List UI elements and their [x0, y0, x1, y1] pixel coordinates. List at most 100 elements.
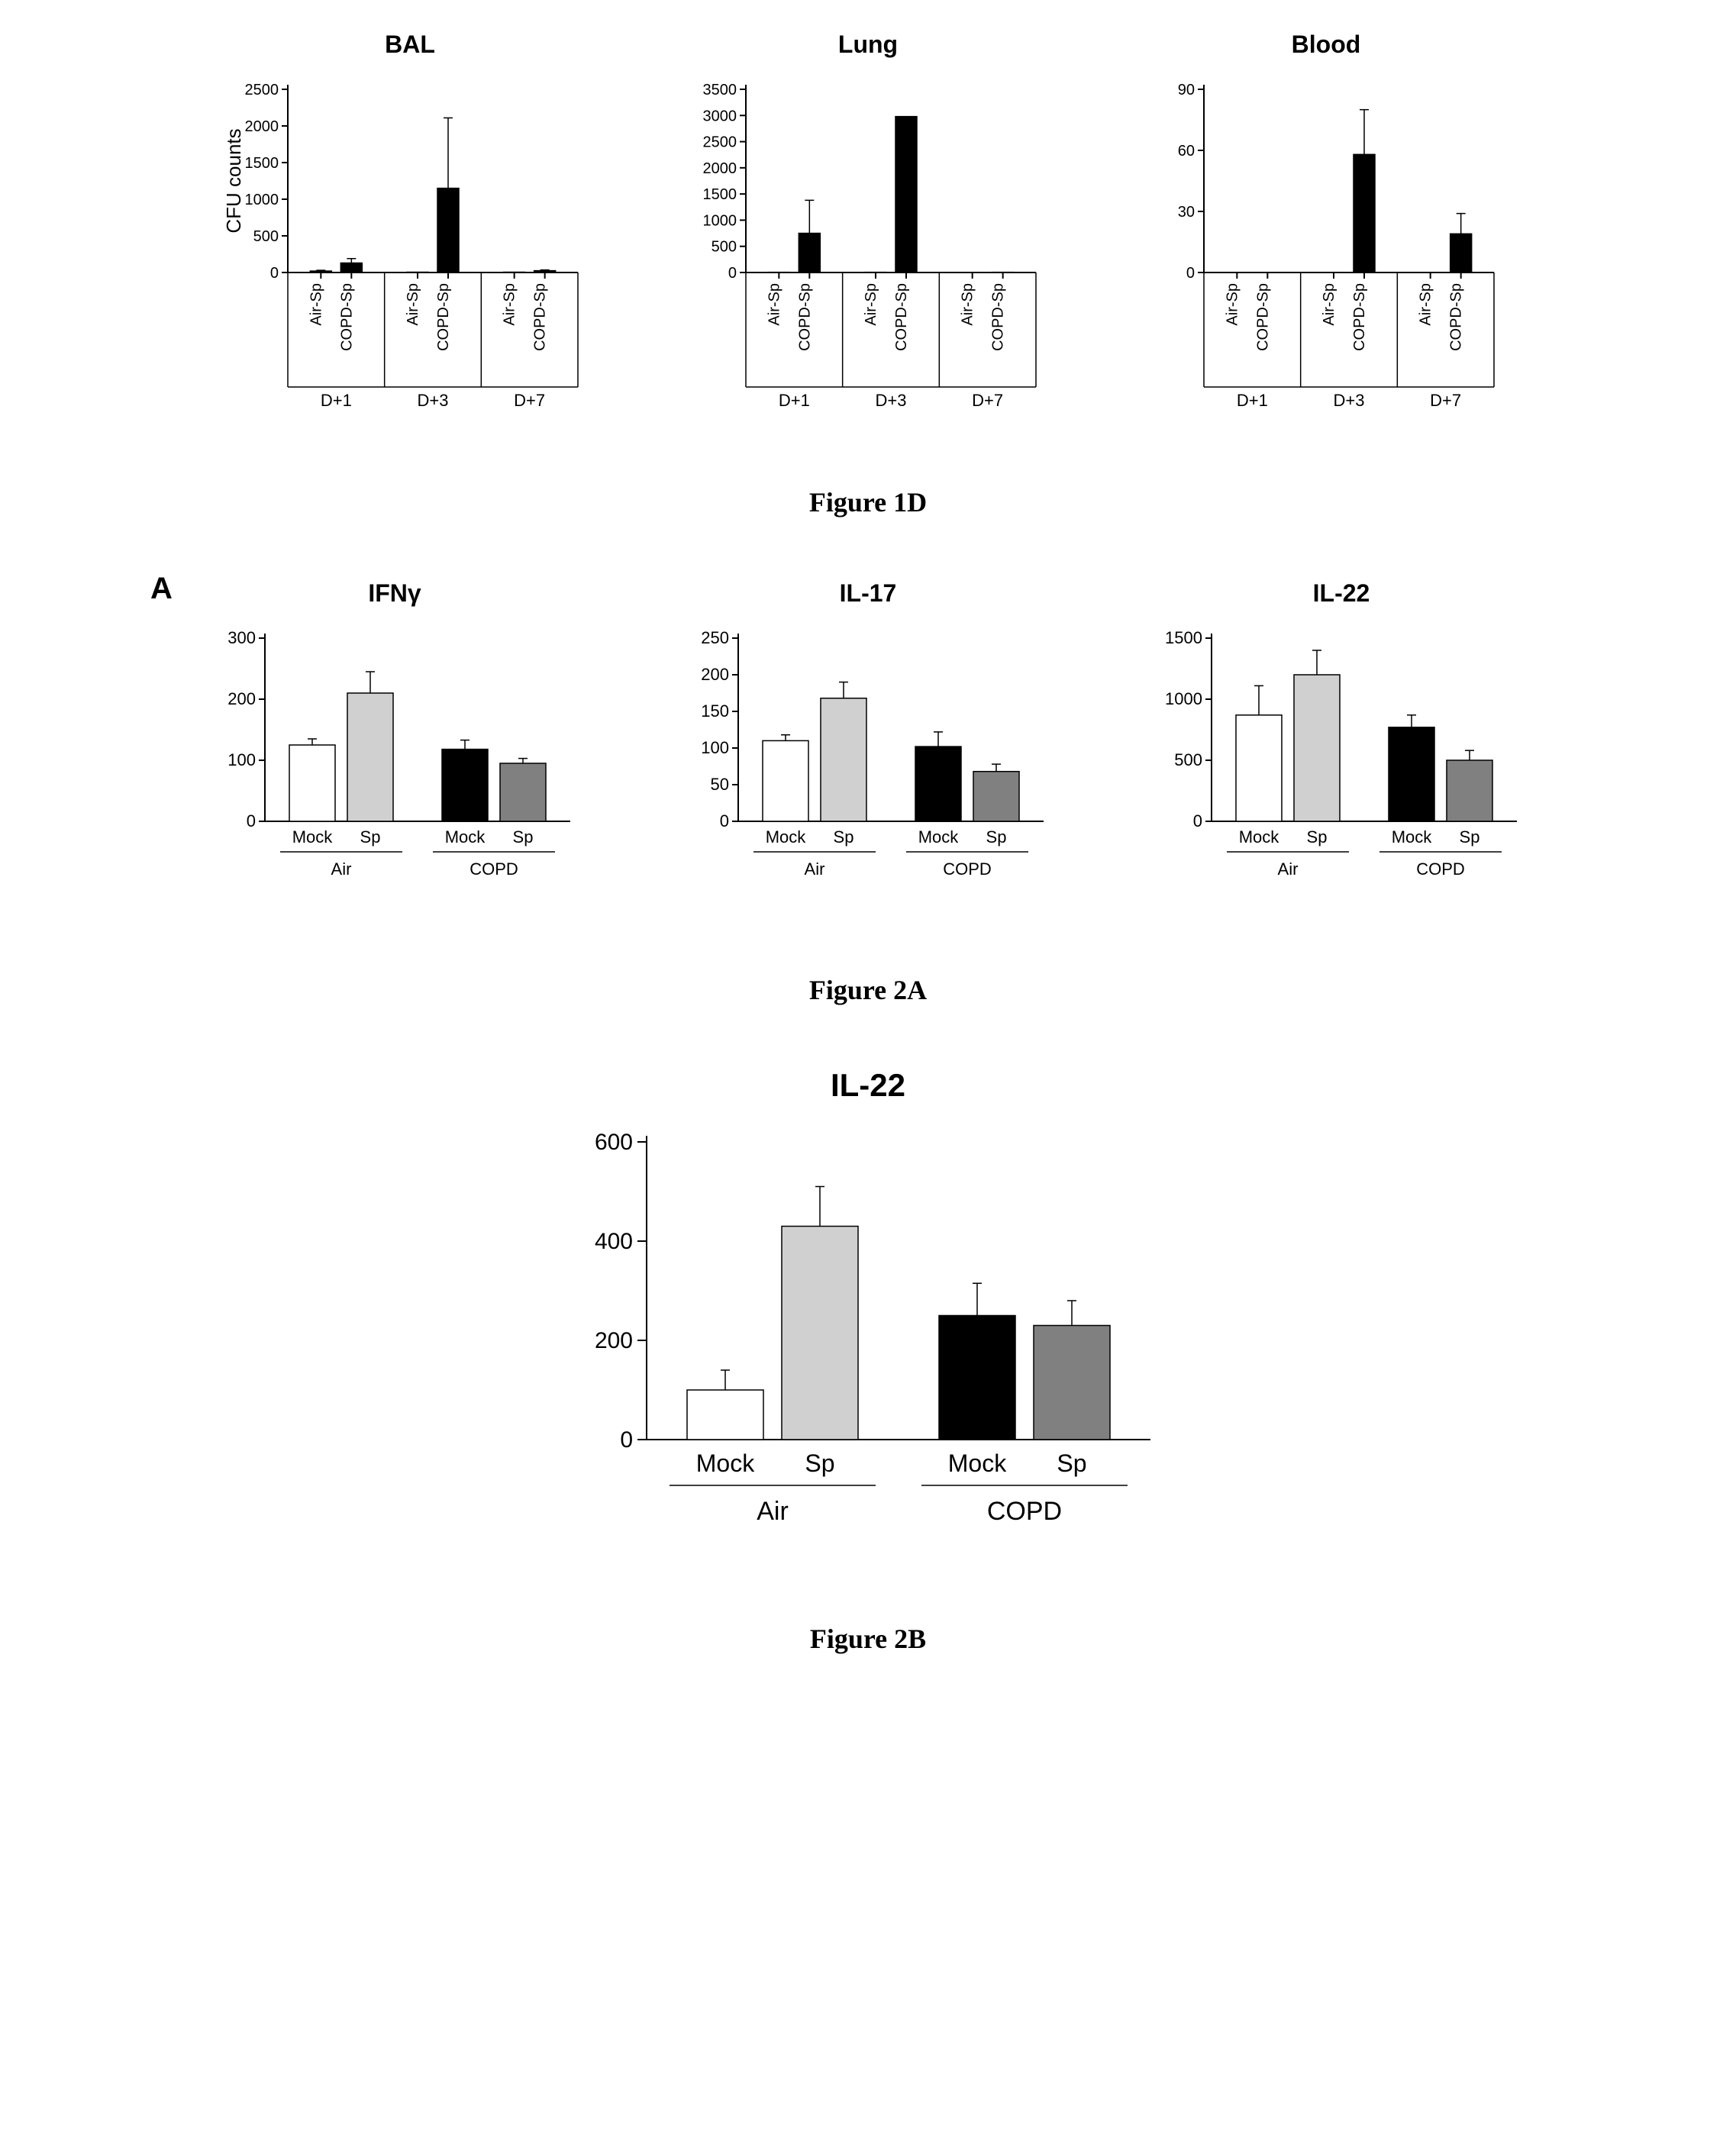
svg-text:0: 0	[620, 1427, 633, 1453]
svg-text:Air-Sp: Air-Sp	[1418, 283, 1434, 326]
fig1d-chart-lung: Lung0500100015002000250030003500Air-SpCO…	[685, 31, 1051, 456]
svg-text:Air-Sp: Air-Sp	[308, 283, 324, 326]
svg-text:250: 250	[701, 628, 729, 647]
svg-text:0: 0	[720, 811, 729, 830]
svg-text:Mock: Mock	[1392, 827, 1433, 846]
svg-text:3000: 3000	[703, 108, 737, 124]
fig2a-chart-1: IL-17 0 50 100 150 200 250 Mock Sp Air Mock Sp COPD	[677, 579, 1059, 943]
svg-text:2500: 2500	[245, 82, 279, 98]
fig2a-chart-2: IL-22 0 500 1000 1500 Mock Sp Air Mock Sp COPD	[1150, 579, 1532, 943]
svg-text:1500: 1500	[1165, 628, 1202, 647]
svg-text:Mock: Mock	[292, 827, 334, 846]
svg-text:Air-Sp: Air-Sp	[863, 283, 879, 326]
figure-1d-caption: Figure 1D	[15, 486, 1721, 518]
fig2a-chart-0: AIFNγ0100200300MockSpAirMockSpCOPD	[204, 579, 586, 943]
svg-text:Air: Air	[757, 1497, 789, 1526]
svg-text:Air: Air	[331, 859, 352, 879]
svg-text:COPD-Sp: COPD-Sp	[532, 283, 549, 351]
svg-text:Mock: Mock	[766, 827, 807, 846]
svg-text:Mock: Mock	[948, 1450, 1007, 1477]
svg-text:COPD: COPD	[987, 1497, 1062, 1526]
svg-text:Sp: Sp	[1460, 827, 1480, 846]
figure-2b-caption: Figure 2B	[15, 1623, 1721, 1655]
svg-text:Air-Sp: Air-Sp	[960, 283, 976, 326]
svg-text:D+1: D+1	[321, 391, 352, 410]
svg-text:D+7: D+7	[514, 391, 545, 410]
svg-text:COPD-Sp: COPD-Sp	[893, 283, 910, 351]
svg-text:200: 200	[595, 1328, 633, 1353]
fig1d-chart-bal: BAL05001000150020002500CFU countsAir-SpC…	[227, 31, 593, 456]
svg-text:0: 0	[1186, 265, 1195, 282]
svg-text:Mock: Mock	[445, 827, 486, 846]
svg-text:COPD-Sp: COPD-Sp	[796, 283, 813, 351]
svg-text:1500: 1500	[245, 155, 279, 172]
svg-text:Air-Sp: Air-Sp	[502, 283, 518, 326]
svg-text:2000: 2000	[245, 118, 279, 135]
svg-text:D+7: D+7	[972, 391, 1003, 410]
svg-text:200: 200	[227, 689, 256, 708]
svg-text:400: 400	[595, 1229, 633, 1254]
svg-text:2500: 2500	[703, 134, 737, 151]
svg-text:300: 300	[227, 628, 256, 647]
svg-text:Sp: Sp	[986, 827, 1007, 846]
svg-text:50: 50	[711, 775, 729, 794]
svg-text:COPD: COPD	[943, 859, 992, 879]
svg-text:0: 0	[728, 265, 737, 282]
svg-text:3500: 3500	[703, 82, 737, 98]
chart-title: Blood	[1292, 31, 1361, 59]
svg-text:200: 200	[701, 665, 729, 684]
svg-text:Air-Sp: Air-Sp	[766, 283, 782, 326]
svg-text:Air-Sp: Air-Sp	[405, 283, 421, 326]
chart-title: IL-22	[1313, 579, 1370, 608]
svg-text:100: 100	[701, 738, 729, 757]
svg-text:Air: Air	[1278, 859, 1299, 879]
svg-text:Sp: Sp	[1307, 827, 1328, 846]
svg-text:Sp: Sp	[1057, 1450, 1086, 1477]
figure-2a-caption: Figure 2A	[15, 974, 1721, 1006]
svg-text:500: 500	[1174, 750, 1202, 769]
svg-text:1000: 1000	[703, 212, 737, 229]
svg-text:COPD-Sp: COPD-Sp	[1448, 283, 1465, 351]
svg-text:100: 100	[227, 750, 256, 769]
svg-text:D+7: D+7	[1430, 391, 1461, 410]
svg-text:D+3: D+3	[1334, 391, 1365, 410]
svg-text:D+1: D+1	[779, 391, 810, 410]
svg-text:COPD-Sp: COPD-Sp	[338, 283, 355, 351]
chart-title: IFNγ	[368, 579, 421, 608]
svg-text:CFU counts: CFU counts	[222, 128, 245, 233]
svg-text:COPD-Sp: COPD-Sp	[1351, 283, 1368, 351]
panel-letter: A	[150, 572, 173, 606]
svg-text:Sp: Sp	[513, 827, 534, 846]
svg-text:Mock: Mock	[1239, 827, 1280, 846]
svg-text:60: 60	[1178, 143, 1195, 160]
svg-text:D+1: D+1	[1237, 391, 1268, 410]
svg-text:Sp: Sp	[360, 827, 381, 846]
chart-title: Lung	[838, 31, 898, 59]
figure-2b-row: IL-220200400600MockSpAirMockSpCOPD	[15, 1067, 1721, 1592]
svg-text:1000: 1000	[1165, 689, 1202, 708]
svg-text:1000: 1000	[245, 192, 279, 208]
svg-text:COPD-Sp: COPD-Sp	[435, 283, 452, 351]
svg-text:Air-Sp: Air-Sp	[1321, 283, 1337, 326]
svg-text:Sp: Sp	[834, 827, 854, 846]
svg-text:0: 0	[247, 811, 256, 830]
svg-text:COPD: COPD	[1416, 859, 1465, 879]
svg-text:0: 0	[1193, 811, 1202, 830]
svg-text:COPD-Sp: COPD-Sp	[990, 283, 1007, 351]
svg-text:Mock: Mock	[918, 827, 960, 846]
svg-text:D+3: D+3	[876, 391, 907, 410]
svg-text:COPD: COPD	[469, 859, 518, 879]
svg-text:1500: 1500	[703, 186, 737, 203]
fig2b-chart: IL-220200400600MockSpAirMockSpCOPD	[555, 1067, 1181, 1592]
svg-text:0: 0	[270, 265, 279, 282]
svg-text:Mock: Mock	[696, 1450, 755, 1477]
svg-text:COPD-Sp: COPD-Sp	[1254, 283, 1271, 351]
svg-text:500: 500	[712, 239, 737, 256]
svg-text:150: 150	[701, 701, 729, 721]
chart-title: BAL	[385, 31, 435, 59]
fig1d-chart-blood: Blood0306090Air-SpCOPD-SpD+1Air-SpCOPD-S…	[1143, 31, 1509, 456]
svg-text:Air: Air	[805, 859, 825, 879]
chart-title: IL-17	[840, 579, 897, 608]
svg-text:Sp: Sp	[805, 1450, 834, 1477]
svg-text:Air-Sp: Air-Sp	[1224, 283, 1241, 326]
